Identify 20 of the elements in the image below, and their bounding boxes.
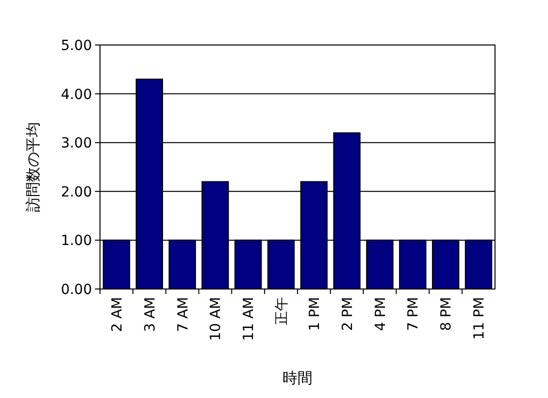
x-tick-label: 11 AM [241,297,258,341]
y-tick-label: 4.00 [60,86,92,103]
x-tick-label: 4 PM [372,297,389,331]
y-tick-label: 5.00 [60,38,92,54]
x-tick-label: 7 AM [175,297,192,332]
x-tick-label: 11 PM [472,297,488,340]
x-tick-label: 7 PM [406,297,422,331]
x-tick-label: 10 AM [208,297,224,341]
x-tick-label: 2 PM [340,297,356,331]
x-tick-label: 2 AM [109,297,126,332]
y-axis-title: 訪問数の平均 [24,122,42,212]
x-tick-label: 8 PM [438,297,455,331]
x-tick-label: 正午 [274,297,290,325]
y-tick-label: 0.00 [60,282,92,298]
y-tick-label: 1.00 [60,233,92,250]
y-tick-label: 3.00 [60,136,92,152]
y-tick-label: 2.00 [60,184,92,200]
x-axis-title: 時間 [282,369,312,387]
x-tick-label: 3 AM [142,297,158,332]
x-tick-label: 1 PM [306,297,323,331]
